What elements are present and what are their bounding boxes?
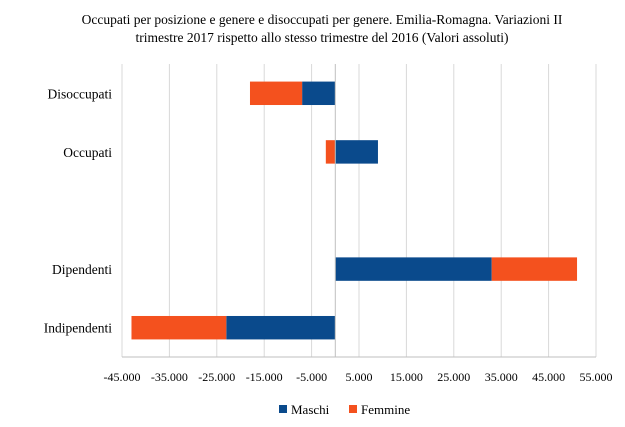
bar-femmine (249, 81, 303, 106)
x-tick-label: 55.000 (580, 370, 613, 384)
bar-maschi (335, 257, 492, 281)
bar-femmine (131, 315, 227, 340)
x-tick-label: -45.000 (104, 370, 141, 384)
chart-title: Occupati per posizione e genere e disocc… (82, 12, 563, 45)
x-tick-labels: -45.000 -35.000 -25.000 -15.000 -5.000 5.000 1… (104, 370, 613, 384)
legend-label-maschi: Maschi (291, 402, 330, 417)
x-tick-label: 45.000 (532, 370, 565, 384)
grid (121, 64, 597, 357)
bar-maschi (335, 140, 378, 164)
x-tick-label: -25.000 (198, 370, 235, 384)
category-labels: Disoccupati Occupati Dipendenti Indipendent… (44, 86, 112, 335)
x-tick-label: 5.000 (346, 370, 373, 384)
category-label: Occupati (63, 145, 112, 160)
category-label: Dipendenti (52, 262, 112, 277)
bar-femmine (491, 257, 578, 281)
x-tick-label: -35.000 (151, 370, 188, 384)
category-label: Disoccupati (48, 86, 113, 101)
bar-femmine (325, 140, 336, 164)
legend-label-femmine: Femmine (361, 402, 410, 417)
category-label: Indipendenti (44, 321, 112, 336)
x-tick-label: 35.000 (485, 370, 518, 384)
bar-maschi (302, 81, 336, 106)
bars (131, 81, 578, 340)
x-tick-label: -15.000 (246, 370, 283, 384)
chart-title-line-1: Occupati per posizione e genere e disocc… (82, 12, 563, 27)
legend: Maschi Femmine (279, 402, 410, 417)
bar-maschi (226, 315, 336, 340)
x-tick-label: 25.000 (437, 370, 470, 384)
x-tick-label: -5.000 (296, 370, 327, 384)
legend-swatch-maschi (279, 405, 287, 413)
x-tick-label: 15.000 (390, 370, 423, 384)
chart-title-line-2: trimestre 2017 rispetto allo stesso trim… (135, 30, 508, 45)
axes (122, 64, 596, 358)
legend-swatch-femmine (349, 405, 357, 413)
